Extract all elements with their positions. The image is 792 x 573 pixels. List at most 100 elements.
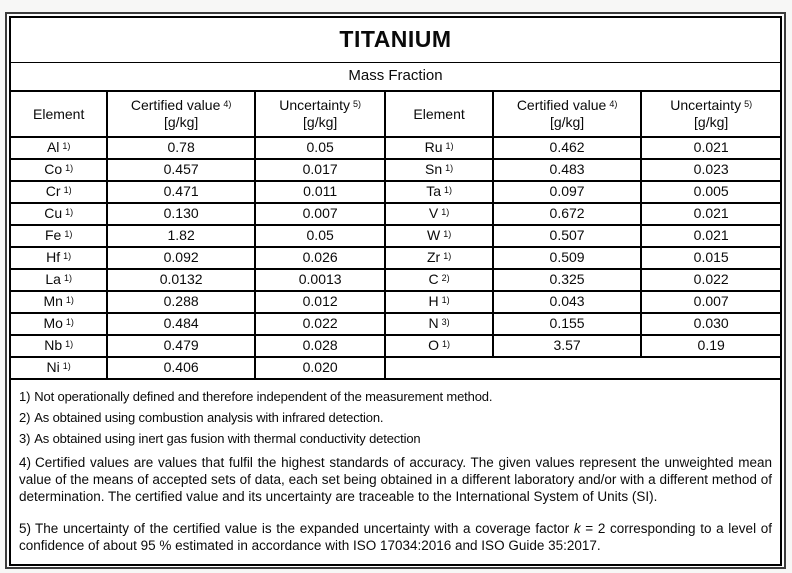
certified-value-cell: 0.155 bbox=[491, 312, 643, 336]
uncertainty-cell: 0.05 bbox=[253, 136, 387, 160]
table-row: Co 1) 0.457 0.017 Sn 1) 0.483 0.023 bbox=[8, 158, 782, 182]
header-element-label: Element bbox=[413, 105, 465, 122]
uncertainty-cell: 0.021 bbox=[640, 224, 782, 248]
uncertainty-cell: 0.007 bbox=[640, 290, 782, 314]
element-cell: Cr 1) bbox=[8, 180, 109, 204]
certified-value-cell: 0.509 bbox=[491, 246, 643, 270]
footnote-ref-4: 4) bbox=[223, 99, 232, 109]
uncertainty-cell: 0.0013 bbox=[253, 268, 387, 292]
footnote-ref: 1) bbox=[65, 317, 74, 327]
certified-value-cell: 3.57 bbox=[491, 334, 643, 358]
footnote-ref: 1) bbox=[63, 273, 72, 283]
footnote-ref-5: 5) bbox=[353, 99, 362, 109]
footnote-2: 2) As obtained using combustion analysis … bbox=[19, 410, 384, 425]
header-uncertainty-label: Uncertainty 5) bbox=[670, 97, 753, 113]
uncertainty-cell: 0.015 bbox=[640, 246, 782, 270]
certified-value-cell: 0.092 bbox=[106, 246, 256, 270]
element-cell: Ta 1) bbox=[384, 180, 494, 204]
column-header-row: Element Certified value 4) [g/kg] Uncerta… bbox=[8, 90, 782, 138]
header-unit: [g/kg] bbox=[303, 114, 338, 130]
certified-value-cell: 1.82 bbox=[106, 224, 256, 248]
uncertainty-cell: 0.022 bbox=[253, 312, 387, 336]
element-cell: Mo 1) bbox=[8, 312, 109, 336]
footnote-ref: 1) bbox=[441, 295, 450, 305]
header-certified-left: Certified value 4) [g/kg] bbox=[106, 90, 256, 138]
footnote-ref: 2) bbox=[441, 273, 450, 283]
footnote-5: 5) The uncertainty of the certified value… bbox=[19, 521, 772, 553]
certified-value-cell: 0.325 bbox=[491, 268, 643, 292]
certified-value-cell: 0.288 bbox=[106, 290, 256, 314]
element-cell: C 2) bbox=[384, 268, 494, 292]
table-row: Al 1) 0.78 0.05 Ru 1) 0.462 0.021 bbox=[8, 136, 782, 160]
header-element-right: Element bbox=[384, 90, 494, 138]
uncertainty-cell: 0.012 bbox=[253, 290, 387, 314]
footnote-ref: 1) bbox=[65, 163, 74, 173]
header-unit: [g/kg] bbox=[549, 114, 585, 130]
certified-value-cell: 0.78 bbox=[106, 136, 256, 160]
footnote-ref: 1) bbox=[65, 207, 74, 217]
footnote-ref-4: 4) bbox=[609, 99, 618, 109]
uncertainty-cell: 0.011 bbox=[253, 180, 387, 204]
footnote-ref: 1) bbox=[65, 339, 74, 349]
uncertainty-cell: 0.19 bbox=[640, 334, 782, 358]
footnote-ref: 1) bbox=[443, 251, 452, 261]
header-uncertainty-left: Uncertainty 5) [g/kg] bbox=[253, 90, 387, 138]
element-cell: Sn 1) bbox=[384, 158, 494, 182]
footnote-1: 1) Not operationally defined and therefor… bbox=[19, 389, 493, 404]
element-cell: Ni 1) bbox=[8, 356, 109, 380]
element-cell: V 1) bbox=[384, 202, 494, 226]
element-cell: O 1) bbox=[384, 334, 494, 358]
subtitle-row: Mass Fraction bbox=[10, 62, 781, 92]
certified-value-cell: 0.130 bbox=[106, 202, 256, 226]
header-certified-label: Certified value 4) bbox=[516, 97, 618, 113]
certified-value-cell: 0.483 bbox=[491, 158, 643, 182]
element-cell: La 1) bbox=[8, 268, 109, 292]
footnote-ref: 1) bbox=[63, 185, 72, 195]
element-cell: Nb 1) bbox=[8, 334, 109, 358]
footnote-3: 3) As obtained using inert gas fusion wit… bbox=[19, 431, 421, 446]
table-row: Hf 1) 0.092 0.026 Zr 1) 0.509 0.015 bbox=[8, 246, 782, 270]
footnote-ref: 1) bbox=[63, 251, 72, 261]
certified-value-cell: 0.484 bbox=[106, 312, 256, 336]
element-cell: Ru 1) bbox=[384, 136, 494, 160]
uncertainty-cell: 0.022 bbox=[640, 268, 782, 292]
element-cell: Mn 1) bbox=[8, 290, 109, 314]
certified-value-cell: 0.672 bbox=[491, 202, 643, 226]
uncertainty-cell: 0.028 bbox=[253, 334, 387, 358]
element-cell: Fe 1) bbox=[8, 224, 109, 248]
uncertainty-cell: 0.007 bbox=[253, 202, 387, 226]
uncertainty-cell: 0.020 bbox=[253, 356, 387, 380]
header-unit: [g/kg] bbox=[164, 114, 199, 130]
uncertainty-cell: 0.026 bbox=[253, 246, 387, 270]
header-element-label: Element bbox=[33, 105, 85, 122]
certified-value-cell: 0.479 bbox=[106, 334, 256, 358]
certified-value-cell: 0.097 bbox=[491, 180, 643, 204]
footnote-ref: 1) bbox=[62, 361, 71, 371]
footnote-ref: 1) bbox=[445, 141, 454, 151]
footnote-ref: 1) bbox=[443, 185, 452, 195]
certified-value-cell: 0.471 bbox=[106, 180, 256, 204]
certificate-frame: TITANIUM Mass Fraction Element Certified… bbox=[5, 12, 786, 569]
uncertainty-cell: 0.021 bbox=[640, 136, 782, 160]
uncertainty-cell: 0.005 bbox=[640, 180, 782, 204]
element-cell: N 3) bbox=[384, 312, 494, 336]
footnotes-row: 1) Not operationally defined and therefor… bbox=[9, 378, 782, 566]
header-certified-right: Certified value 4) [g/kg] bbox=[491, 90, 643, 138]
header-unit: [g/kg] bbox=[694, 114, 729, 130]
table-row: Fe 1) 1.82 0.05 W 1) 0.507 0.021 bbox=[8, 224, 782, 248]
element-cell: Zr 1) bbox=[384, 246, 494, 270]
element-cell: H 1) bbox=[384, 290, 494, 314]
footnote-ref: 1) bbox=[445, 163, 454, 173]
footnote-ref: 1) bbox=[62, 141, 71, 151]
certified-value-cell: 0.462 bbox=[491, 136, 643, 160]
table-row: Mo 1) 0.484 0.022 N 3) 0.155 0.030 bbox=[8, 312, 782, 336]
footnote-ref: 1) bbox=[443, 229, 452, 239]
header-uncertainty-label: Uncertainty 5) bbox=[279, 97, 362, 113]
table-row: Mn 1) 0.288 0.012 H 1) 0.043 0.007 bbox=[8, 290, 782, 314]
table-row: Cu 1) 0.130 0.007 V 1) 0.672 0.021 bbox=[8, 202, 782, 226]
header-certified-label: Certified value 4) bbox=[130, 97, 232, 113]
certified-value-cell: 0.457 bbox=[106, 158, 256, 182]
element-cell: Cu 1) bbox=[8, 202, 109, 226]
element-cell: Al 1) bbox=[8, 136, 109, 160]
certified-value-cell: 0.043 bbox=[491, 290, 643, 314]
